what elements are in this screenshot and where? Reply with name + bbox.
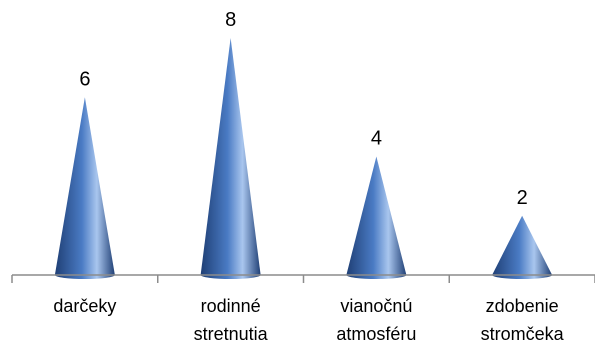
plot-area: 6 8 4 2 [54,9,553,279]
data-label: 4 [371,128,382,150]
x-axis-ticks [11,275,595,283]
cone-bar [200,38,261,279]
cone-bar [492,215,553,279]
category-tick-label: darčeky [53,296,116,316]
category-tick-label: rodinné stretnutia [194,296,269,344]
data-label: 6 [79,68,90,90]
cone-bar [346,156,407,279]
category-labels: darčeky rodinné stretnutia vianočnú atmosfér… [53,296,564,344]
category-tick-label: zdobenie stromčeka [481,296,565,344]
cone-bar [54,97,115,279]
data-label: 8 [225,9,236,31]
category-tick-label: vianočnú atmosféru [336,296,416,344]
data-label: 2 [517,187,528,209]
